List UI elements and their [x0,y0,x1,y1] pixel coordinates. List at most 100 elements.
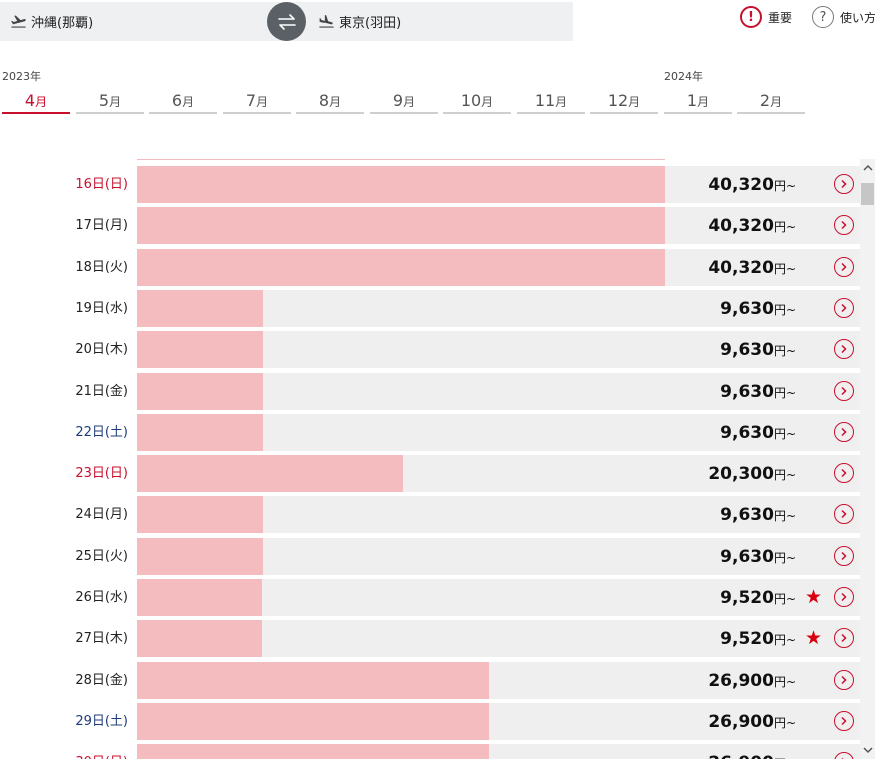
month-tab-10[interactable]: 10月 [443,89,511,114]
date-label: 30日(日) [75,744,128,759]
date-label: 26日(水) [75,590,128,605]
date-label: 23日(日) [75,466,128,482]
departure-plane-icon [11,15,26,28]
date-label: 17日(月) [75,218,128,234]
price-number: 26,900 [708,753,774,759]
month-num: 12 [607,91,629,110]
month-unit: 月 [555,95,568,109]
month-unit: 月 [481,95,494,109]
how-to-use-link[interactable]: ? 使い方 [812,6,875,28]
price-number: 20,300 [708,464,774,485]
chevron-right-circle-icon[interactable] [834,587,854,607]
date-row[interactable]: 30日(日) 26,900円~ [0,744,860,759]
month-num: 7 [245,91,257,110]
month-tab-7[interactable]: 7月 [223,89,291,114]
chevron-right-circle-icon[interactable] [834,545,854,566]
month-num: 5 [98,91,110,110]
route-from[interactable]: 沖縄(那覇) [10,2,93,41]
price-bar [137,620,262,658]
date-row[interactable]: 17日(月) 40,320円~ [0,207,860,245]
chart-top-divider [137,159,665,160]
important-label: 重要 [768,10,793,25]
month-tab-2[interactable]: 2月 [737,89,805,114]
price-bar [137,331,263,369]
chevron-right-circle-icon[interactable] [834,669,854,690]
chevron-right-circle-icon[interactable] [834,380,854,401]
chevron-right-circle-icon[interactable] [834,463,854,484]
price-value: 40,320円~ [600,166,796,203]
price-number: 9,630 [720,505,774,526]
chevron-right-circle-icon[interactable] [834,297,854,318]
date-row[interactable]: 18日(火) 40,320円~ [0,248,860,286]
price-number: 9,630 [720,298,774,319]
exclamation-icon: ! [740,6,762,28]
month-tab-12[interactable]: 12月 [590,89,658,114]
price-bar [137,496,263,534]
chevron-right-circle-icon[interactable] [834,215,854,236]
important-notice-link[interactable]: ! 重要 [740,6,792,28]
chevron-right-icon [841,716,847,725]
date-row[interactable]: 27日(木) 9,520円~ ★ [0,620,860,658]
chevron-right-icon [841,427,847,436]
price-chart: 16日(日) 40,320円~ 17日(月) 40,320円~ 18日(火) 40,320… [0,159,860,759]
scroll-thumb[interactable] [861,183,874,205]
date-row[interactable]: 24日(月) 9,630円~ [0,496,860,534]
month-tab-6[interactable]: 6月 [149,89,217,114]
month-tab-8[interactable]: 8月 [296,89,364,114]
date-row[interactable]: 28日(金) 26,900円~ [0,661,860,699]
price-number: 9,520 [720,629,774,650]
price-bar [137,579,262,616]
month-tab-11[interactable]: 11月 [517,89,585,114]
price-unit: 円~ [773,550,796,565]
date-row[interactable]: 25日(火) 9,630円~ [0,537,860,575]
route-to-label: 東京(羽田) [339,16,402,31]
month-tab-1[interactable]: 1月 [664,89,732,114]
month-unit: 月 [403,95,416,109]
date-row[interactable]: 23日(日) 20,300円~ [0,455,860,493]
arrival-plane-icon [319,15,334,28]
scrollbar[interactable] [860,159,875,759]
date-row[interactable]: 16日(日) 40,320円~ [0,166,860,203]
chevron-right-circle-icon[interactable] [834,421,854,442]
date-label: 24日(月) [75,507,128,523]
chevron-right-circle-icon[interactable] [834,504,854,525]
date-label: 27日(木) [75,631,128,647]
chevron-right-circle-icon[interactable] [834,339,854,360]
chevron-right-icon [841,386,847,395]
chevron-right-circle-icon[interactable] [834,628,854,649]
date-label: 29日(土) [75,713,128,729]
price-number: 9,630 [720,381,774,402]
chevron-right-circle-icon[interactable] [834,174,854,194]
price-bar [137,744,489,759]
month-tab-4[interactable]: 4月 [2,89,70,114]
price-value: 26,900円~ [600,662,796,699]
month-unit: 月 [182,95,195,109]
scroll-up-button[interactable] [860,159,875,177]
price-unit: 円~ [773,426,796,441]
month-unit: 月 [35,95,48,109]
swap-route-button[interactable] [267,2,306,41]
date-row[interactable]: 26日(水) 9,520円~ ★ [0,579,860,616]
price-value: 9,630円~ [600,331,796,368]
month-tab-5[interactable]: 5月 [76,89,144,114]
date-row[interactable]: 19日(水) 9,630円~ [0,289,860,327]
date-row[interactable]: 20日(木) 9,630円~ [0,331,860,369]
price-value: 26,900円~ [600,703,796,740]
chevron-right-circle-icon[interactable] [834,256,854,277]
question-icon: ? [812,6,834,28]
scroll-down-button[interactable] [860,741,875,759]
price-bar [137,372,263,410]
price-bar [137,207,665,245]
price-bar [137,166,665,203]
date-row[interactable]: 22日(土) 9,630円~ [0,413,860,451]
route-to[interactable]: 東京(羽田) [318,2,401,41]
swap-arrows-icon [277,13,296,30]
chevron-right-circle-icon[interactable] [834,710,854,731]
month-tab-9[interactable]: 9月 [370,89,438,114]
price-value: 9,520円~ [600,579,796,616]
year-label-2023: 2023年 [2,70,41,83]
date-row[interactable]: 29日(土) 26,900円~ [0,702,860,740]
date-label: 28日(金) [75,672,128,688]
date-row[interactable]: 21日(金) 9,630円~ [0,372,860,410]
price-value: 20,300円~ [600,455,796,492]
